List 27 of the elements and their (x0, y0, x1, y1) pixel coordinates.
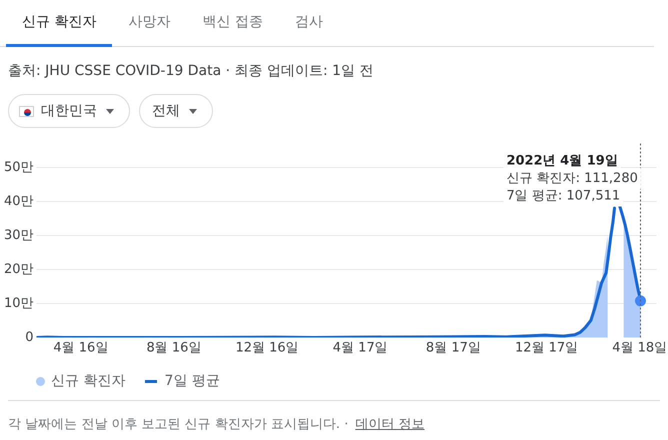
x-tick-label: 4월 18일 (612, 340, 668, 356)
x-tick-label: 4월 16일 (53, 340, 108, 356)
text: 검사 (294, 13, 324, 32)
x-tick-label: 12월 17일 (514, 340, 578, 356)
chart-subtitle: 출처: JHU CSSE COVID-19 Data · 최종 업데이트: 1일 전 (8, 62, 374, 81)
text: 데이터 정보 (355, 417, 424, 432)
y-tick-label: 50만 (4, 160, 34, 175)
y-tick-label: 40만 (4, 194, 34, 209)
y-tick-label: 20만 (4, 262, 34, 277)
x-tick-label: 8월 17일 (426, 340, 481, 356)
annotation: 2022년 4월 19일 (506, 154, 618, 168)
text: 각 날짜에는 전날 이후 보고된 신규 확진자가 표시됩니다. · (8, 417, 348, 432)
y-tick-label: 10만 (4, 296, 34, 311)
chart-title: 신규 확진자 (6, 0, 112, 47)
text: 백신 접종 (201, 13, 264, 32)
text: 사망자 (127, 13, 172, 32)
x-tick-label: 4월 17일 (332, 340, 388, 356)
text: 대한민국 (41, 102, 97, 121)
legend-label: 7일 평균 (164, 372, 220, 391)
annotation: 7일 평균: 107,511 (506, 188, 620, 204)
x-tick-label: 8월 16일 (146, 340, 202, 356)
legend-label: 신규 확진자 (51, 372, 126, 391)
y-tick-label: 30만 (4, 228, 34, 243)
annotation: 신규 확진자: 111,280 (506, 171, 638, 186)
text: 전체 (152, 102, 180, 121)
y-tick-label: 0 (25, 330, 34, 345)
x-tick-label: 12월 16일 (235, 340, 299, 356)
